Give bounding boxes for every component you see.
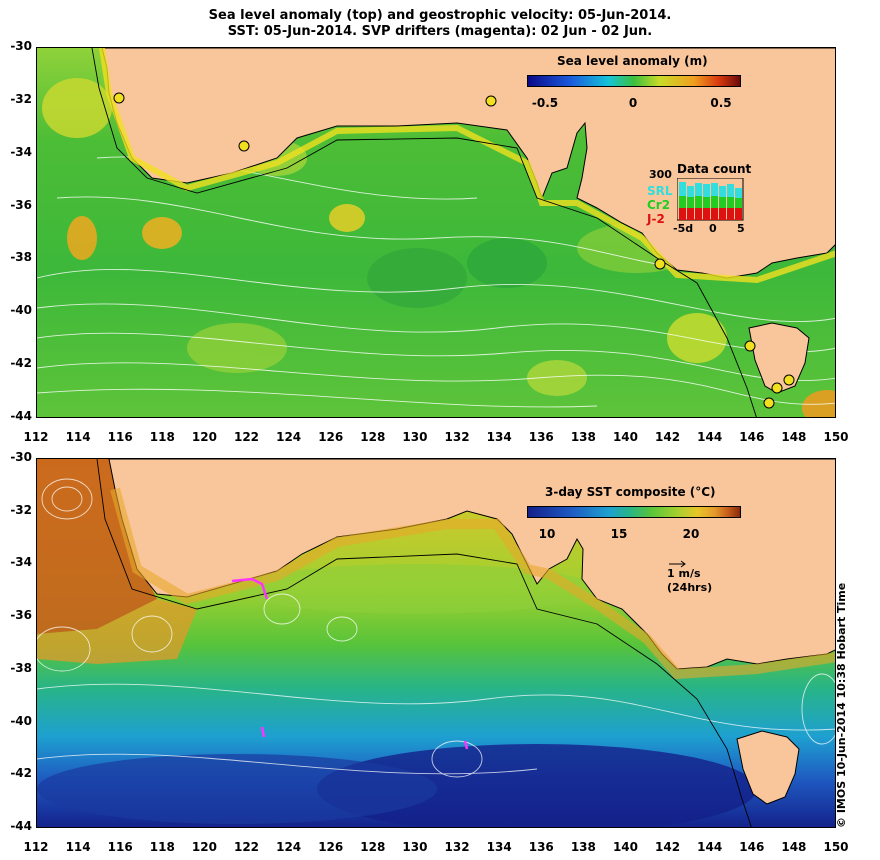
- lon-tick-label: 130: [402, 430, 428, 444]
- velocity-scale-label: 1 m/s: [667, 567, 701, 580]
- lat-tick-label: -40: [10, 303, 32, 318]
- lon-tick-label: 134: [486, 840, 512, 854]
- lon-tick-label: 132: [444, 430, 470, 444]
- velocity-scale-arrow: [669, 560, 686, 568]
- sst-coastal-band: [110, 487, 835, 680]
- tasmania-landmass: [748, 322, 810, 394]
- lat-tick-label: -36: [10, 608, 32, 623]
- tide-gauge-markers: [113, 92, 795, 409]
- sea-level-anomaly-map[interactable]: Sea level anomaly (m) -0.5 0 0.5 Data co…: [36, 47, 836, 418]
- sst-streamlines: [37, 478, 835, 778]
- shelf-contour-sst: [96, 459, 752, 827]
- lat-tick-label: -44: [10, 819, 32, 833]
- data-count-title: Data count: [677, 162, 752, 176]
- sst-colorbar: [527, 506, 741, 518]
- shelf-contour: [91, 48, 757, 417]
- lat-tick-label: -38: [10, 250, 32, 265]
- lon-tick-label: 124: [276, 430, 302, 444]
- dc-xtick-zero: 0: [709, 222, 717, 235]
- lon-tick-label: 128: [360, 430, 386, 444]
- sla-tick-pos: 0.5: [710, 96, 732, 110]
- lon-tick-label: 140: [612, 430, 638, 444]
- lat-tick-label: -42: [10, 356, 32, 371]
- data-count-inset: Data count 300 SRL Cr2 J-2 -5d 0 5: [647, 160, 797, 238]
- lon-tick-label: 122: [233, 840, 260, 854]
- velocity-scale-sublabel: (24hrs): [667, 581, 713, 594]
- lon-tick-label: 116: [107, 430, 133, 444]
- sla-colorbar: [527, 75, 741, 87]
- lon-tick-label: 146: [739, 840, 765, 854]
- lon-tick-label: 142: [655, 430, 681, 444]
- sst-cold-pool: [317, 744, 757, 827]
- lon-tick-label: 136: [528, 840, 554, 854]
- lon-tick-label: 114: [65, 430, 91, 444]
- lon-tick-label: 114: [65, 840, 91, 854]
- sst-tick-20: 20: [682, 527, 700, 541]
- title-line-1: Sea level anomaly (top) and geostrophic …: [208, 8, 672, 23]
- lon-tick-label: 148: [781, 430, 807, 444]
- lat-tick-label: -38: [10, 660, 32, 675]
- lon-tick-label: 120: [191, 840, 217, 854]
- lon-tick-label: 134: [486, 430, 512, 444]
- tasmania-landmass-sst: [736, 730, 800, 805]
- lon-tick-label: 150: [823, 840, 849, 854]
- lon-tick-label: 136: [528, 430, 554, 444]
- series-cr2: Cr2: [647, 198, 671, 212]
- lon-tick-label: 144: [697, 840, 723, 854]
- lat-tick-label: -32: [10, 502, 32, 517]
- sla-streamlines: [37, 156, 835, 408]
- lon-tick-label: 132: [444, 840, 470, 854]
- sst-composite-map[interactable]: 3-day SST composite (°C) 10 15 20 1 m/s …: [36, 458, 836, 828]
- sst-warm-leeuwin: [37, 459, 157, 634]
- sla-tick-neg: -0.5: [531, 96, 559, 110]
- title-line-2: SST: 05-Jun-2014. SVP drifters (magenta)…: [227, 24, 653, 39]
- lon-tick-label: 146: [739, 430, 765, 444]
- lat-tick-label: -36: [10, 197, 32, 212]
- series-j2: J-2: [647, 212, 665, 226]
- dc-xtick-neg: -5d: [673, 222, 694, 235]
- lat-tick-label: -30: [10, 450, 32, 464]
- lon-tick-label: 128: [360, 840, 386, 854]
- lon-tick-label: 126: [318, 840, 344, 854]
- lon-tick-label: 112: [23, 840, 49, 854]
- lon-tick-label: 118: [149, 430, 175, 444]
- sst-tick-15: 15: [610, 527, 628, 541]
- lat-tick-label: -44: [10, 409, 32, 423]
- lon-tick-label: 138: [570, 840, 596, 854]
- sla-map-svg: [37, 48, 835, 417]
- lon-tick-label: 112: [23, 430, 49, 444]
- data-count-bars: [677, 178, 744, 221]
- lat-tick-label: -30: [10, 39, 32, 53]
- sla-tick-zero: 0: [628, 96, 638, 110]
- lon-tick-label: 120: [191, 430, 217, 444]
- series-srl: SRL: [647, 184, 673, 198]
- lon-tick-label: 142: [655, 840, 681, 854]
- lat-tick-label: -42: [10, 766, 32, 781]
- lon-tick-label: 118: [149, 840, 175, 854]
- lon-tick-label: 144: [697, 430, 723, 444]
- imos-credit: © IMOS 10-Jun-2014 10:38 Hobart Time: [835, 582, 848, 828]
- lon-tick-label: 140: [612, 840, 638, 854]
- lat-tick-label: -32: [10, 91, 32, 106]
- sst-colorbar-title: 3-day SST composite (°C): [545, 485, 716, 499]
- lon-tick-label: 138: [570, 430, 596, 444]
- data-count-ymax: 300: [649, 168, 672, 181]
- dc-xtick-pos: 5: [737, 222, 745, 235]
- sla-colorbar-title: Sea level anomaly (m): [557, 54, 708, 68]
- sla-coastal-band: [99, 48, 835, 284]
- sst-tick-10: 10: [538, 527, 556, 541]
- lat-tick-label: -34: [10, 555, 32, 570]
- lon-tick-label: 124: [276, 840, 302, 854]
- lon-tick-label: 150: [823, 430, 849, 444]
- lat-tick-label: -40: [10, 713, 32, 728]
- lon-tick-label: 122: [233, 430, 260, 444]
- australia-landmass: [101, 48, 835, 279]
- lat-tick-label: -34: [10, 144, 32, 159]
- lon-tick-label: 116: [107, 840, 133, 854]
- lon-tick-label: 148: [781, 840, 807, 854]
- lon-tick-label: 130: [402, 840, 428, 854]
- svp-drifter-tracks: [231, 577, 469, 750]
- lon-tick-label: 126: [318, 430, 344, 444]
